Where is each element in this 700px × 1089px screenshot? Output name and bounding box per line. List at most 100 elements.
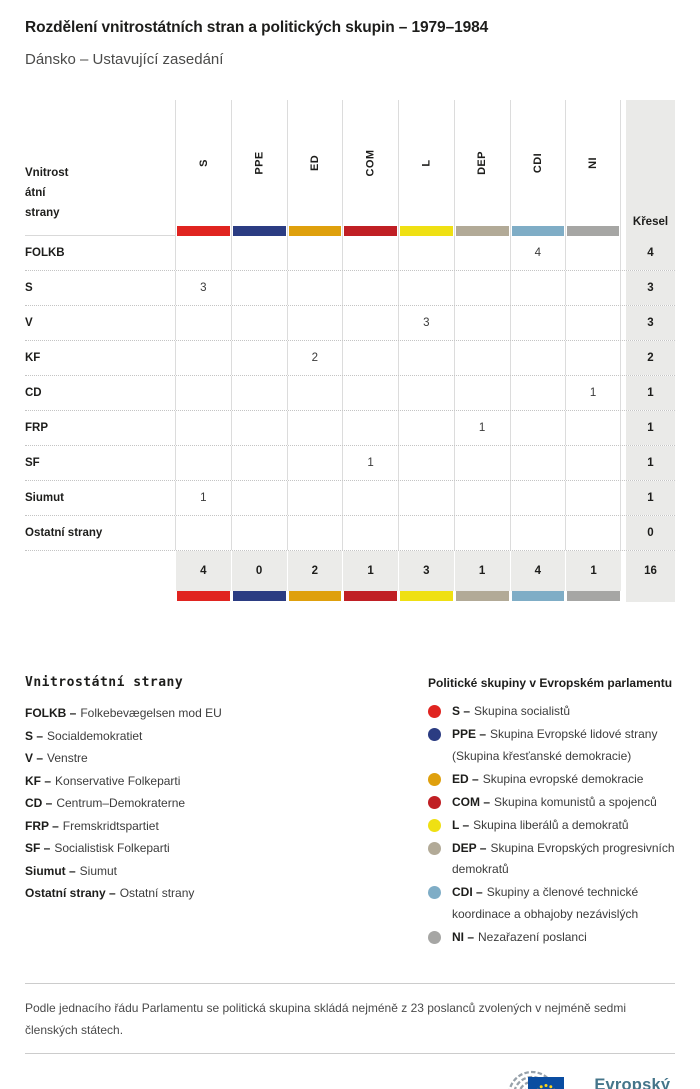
table-row-sf: SF 1 1 [25,446,675,481]
seats-column-header: Křesel [626,100,675,236]
group-color-bar [400,226,453,236]
legend-group-item: COM – Skupina komunistů a spojenců [428,792,675,814]
table-cell [175,236,231,270]
table-cell [509,271,566,305]
legend-group-item: PPE – Skupina Evropské lidové strany (Sku… [428,724,675,767]
column-header-ni: NI [565,100,621,236]
logo-wordmark: Evropský parlament [594,1075,671,1089]
table-cell [342,516,398,550]
table-cell [286,516,343,550]
table-cell [453,376,510,410]
table-cell [342,376,398,410]
seats-cell: 2 [626,341,675,375]
legend-group-item: L – Skupina liberálů a demokratů [428,815,675,837]
table-cell [175,341,231,375]
legend-party-item: KF – Konservative Folkeparti [25,773,181,788]
party-label: S [25,282,33,294]
table-cell [565,481,621,515]
legend-party-item: S – Socialdemokratiet [25,728,143,743]
legend-group-item: ED – Skupina evropské demokracie [428,769,675,791]
table-cell [230,341,287,375]
table-cell [286,236,343,270]
table-row-s: S 3 3 [25,271,675,306]
table-cell [509,446,566,480]
table-cell [230,271,287,305]
corner-header-line: Vnitrost [25,167,69,179]
table-cell [342,341,398,375]
legend-party-item: V – Venstre [25,751,88,765]
table-cell [398,411,454,445]
group-color-bar [511,591,565,601]
group-color-bar [455,591,509,601]
legend-group-item: CDI – Skupiny a členové technické koordin… [428,882,675,925]
table-row-frp: FRP 1 1 [25,411,675,446]
table-cell [342,306,398,340]
table-totals-row: 4 0 2 1 3 1 4 1 16 [25,551,675,591]
group-color-bar [177,591,230,601]
table-cell [509,411,566,445]
table-cell [230,446,287,480]
table-cell [175,446,231,480]
legend-party-item: FRP – Fremskridtspartiet [25,818,159,833]
total-cell: 1 [565,551,621,591]
group-color-bar [232,226,286,236]
table-row-ostatni: Ostatní strany 0 [25,516,675,551]
party-label: Siumut [25,492,64,504]
table-cell [398,236,454,270]
group-color-dot [428,930,441,944]
table-cell [453,516,510,550]
table-cell [565,516,621,550]
total-cell: 2 [286,551,343,591]
group-color-bar [567,591,620,601]
seats-cell: 3 [626,271,675,305]
total-cell: 4 [509,551,566,591]
group-color-dot [428,818,441,832]
table-row-cd: CD 1 1 [25,376,675,411]
table-cell [398,271,454,305]
table-cell [453,306,510,340]
table-cell [565,341,621,375]
legend-party-item: CD – Centrum–Demokraterne [25,796,186,810]
seats-cell: 4 [626,236,675,270]
group-color-dot [428,886,441,899]
table-cell [398,481,454,515]
table-cell: 3 [175,271,231,305]
corner-header-line: strany [25,207,60,219]
table-cell [453,271,510,305]
table-cell [342,236,398,270]
divider [25,1052,675,1054]
european-parliament-logo: Evropský parlament [488,1066,675,1089]
group-color-bar [288,226,342,236]
table-cell [286,376,343,410]
party-label: KF [25,352,41,364]
legends: Vnitrostátní strany FOLKB – Folkebevægels… [25,675,675,950]
table-cell [230,516,287,550]
table-cell [175,411,231,445]
hemicycle-eu-flag-icon [508,1070,565,1089]
seats-cell: 1 [626,446,675,480]
page-subtitle: Dánsko – Ustavující zasedání [25,51,224,68]
table-cell [509,481,566,515]
table-cell: 1 [453,411,510,445]
table-cell [286,271,343,305]
column-header-ed: ED [286,100,343,236]
table-cell [230,306,287,340]
legend-national-parties: Vnitrostátní strany FOLKB – Folkebevægels… [25,675,428,950]
table-cell [509,516,566,550]
table-cell [398,516,454,550]
table-cell [565,236,621,270]
table-cell [175,306,231,340]
table-cell: 2 [286,341,343,375]
table-bottom-bars [25,591,675,602]
legend-group-item: NI – Nezařazení poslanci [428,927,675,949]
seats-cell: 1 [626,481,675,515]
table-cell [398,341,454,375]
group-color-bar [288,591,342,601]
group-color-dot [428,728,441,741]
column-header-cdi: CDI [509,100,566,236]
legend-party-item: Ostatní strany – Ostatní strany [25,886,195,900]
group-color-bar [177,226,230,236]
column-header-com: COM [342,100,398,236]
table-cell [230,236,287,270]
